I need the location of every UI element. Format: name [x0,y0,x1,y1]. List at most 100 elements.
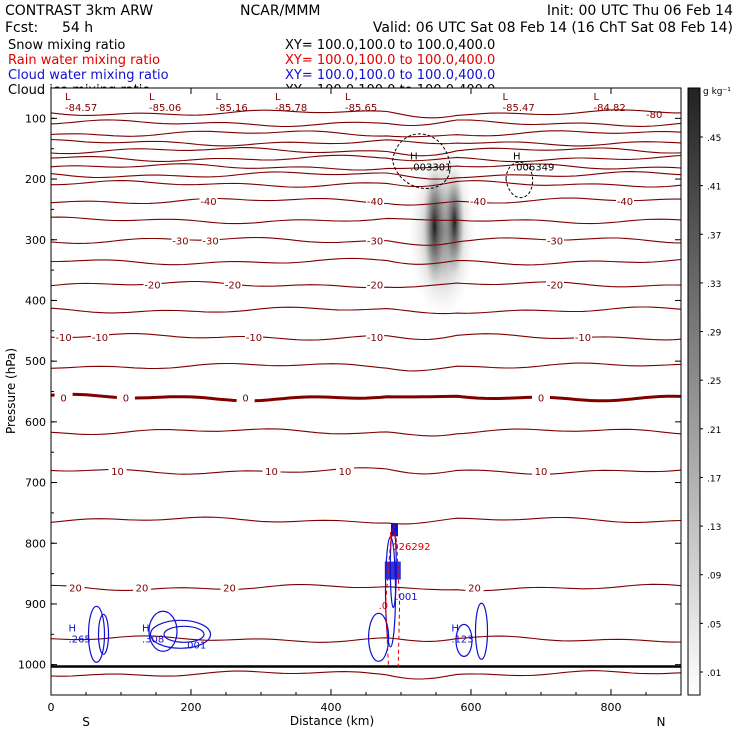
temperature-contour-line [51,171,681,180]
contour-label: 20 [136,584,149,595]
contour-label: 0 [123,394,129,405]
colorbar-tick-label: .29 [707,329,722,339]
x-end-label-north: N [657,715,666,729]
fcst-label: Fcst: [5,20,38,36]
contour-label-bg [66,581,85,593]
contour-label: 0 [538,394,544,405]
contour-label: -10 [367,333,383,344]
cloud-ice-contour [505,161,534,199]
contour-label: -10 [92,333,108,344]
contour-label: -10 [575,333,591,344]
cloud-water-maximum-value: .308 [142,634,164,645]
contour-label: 20 [69,584,82,595]
temperature-minimum-value: -85.78 [275,103,307,114]
field-name: Snow mixing ratio [8,38,125,53]
contour-label-bg [532,465,550,477]
temperature-minimum-value: -85.47 [503,103,535,114]
contour-label-bg [574,330,592,342]
cloud-water-maximum-value: .001 [184,640,206,651]
contour-label: 10 [111,467,124,478]
cloud-water-maximum-letter: H [69,623,77,634]
extrema-labels: L-84.57L-85.06L-85.16L-85.78L-85.65L-85.… [65,92,662,651]
cloud-ice-contours [392,133,534,199]
y-axis-tick-label: 800 [25,537,46,550]
temperature-minimum-letter: L [149,92,155,103]
colorbar-tick-label: .41 [707,183,721,193]
contour-label-bg [54,391,73,403]
temperature-contour-line [51,197,681,206]
contour-label: 10 [535,467,548,478]
contour-label: -40 [200,197,216,208]
center-title: NCAR/MMM [240,3,321,19]
temperature-contour-line [51,392,681,403]
contour-label-bg [366,278,385,290]
contour-label-bg [366,330,385,342]
contour-label-bg [366,234,385,246]
contour-label: 20 [468,584,481,595]
temperature-minimum-value: -80 [646,110,662,121]
cloud-water-contour [148,610,178,652]
colorbar-tick-label: .09 [707,572,722,582]
temperature-contour-line [51,467,681,475]
cloud-ice-maximum-value: .006349 [513,163,554,174]
field-name: Rain water mixing ratio [8,53,160,68]
contour-label-bg [201,234,220,246]
y-axis-tick-label: 900 [25,598,46,611]
colorbar-tick-label: .05 [707,620,721,630]
y-axis-tick-label: 1000 [18,659,46,672]
colorbar-tick-label: .13 [707,523,721,533]
cloud-ice-contour [392,133,451,190]
colorbar-tick-label: .21 [707,426,721,436]
valid-time: Valid: 06 UTC Sat 08 Feb 14 (16 ChT Sat … [373,20,733,36]
field-xy-range: XY= 100.0,100.0 to 100.0,400.0 [285,38,495,53]
contour-label: -20 [144,281,160,292]
temperature-minimum-value: -84.82 [594,103,626,114]
y-axis-label: Pressure (hPa) [4,348,18,434]
contour-label-bg [469,194,487,206]
contour-label-bg [546,278,564,290]
contour-label-bg [108,465,127,477]
temperature-contour-line [51,670,681,680]
plot-background [51,88,681,695]
contour-label: -40 [367,197,383,208]
contour-label: -20 [225,281,241,292]
contour-label: -30 [547,236,563,247]
temperature-contour-line [51,257,681,266]
contour-label-bg [616,194,634,206]
model-title: CONTRAST 3km ARW [5,3,153,19]
contour-label: -40 [617,197,633,208]
y-axis-tick-label: 200 [25,173,46,186]
temperature-contour-line [51,180,681,188]
contour-label: 10 [339,467,352,478]
contour-label-bg [54,330,73,342]
temperature-contour-line [51,154,681,163]
fcst-value: 54 h [62,20,93,36]
temperature-contour-line [51,306,681,315]
colorbar-tick-label: .01 [707,669,721,679]
contour-label-bg [546,234,564,246]
contour-label-bg [91,330,109,342]
contour-label-bg [532,391,550,403]
contour-labels: -40 -40 -40 -40 -30 -30 -30 -30 -20 -20 -20 -20 -10 -… [54,194,634,595]
colorbar [687,87,701,696]
cloud-water-contour [455,623,473,657]
x-axis-tick-label: 0 [48,701,55,714]
y-axis-tick-label: 700 [25,477,46,490]
contour-label-bg [465,581,484,593]
temperature-contour-line [51,130,681,138]
rain-water-contour [385,524,395,665]
contour-label-bg [262,465,281,477]
cloud-water-contour [368,612,390,662]
temperature-contour-line [51,147,681,157]
snow-shade-core-west [423,164,446,289]
init-time: Init: 00 UTC Thu 06 Feb 14 [547,3,733,19]
temperature-contour-line [51,583,681,592]
cloud-water-contours [87,523,489,663]
cloud-water-maximum-value: .123 [451,634,473,645]
temperature-minimum-value: -84.57 [65,103,97,114]
x-axis-tick-label: 400 [321,701,342,714]
temperature-contour-line [51,138,681,147]
colorbar-unit: g kg⁻¹ [703,87,731,97]
contour-label: -30 [202,236,218,247]
